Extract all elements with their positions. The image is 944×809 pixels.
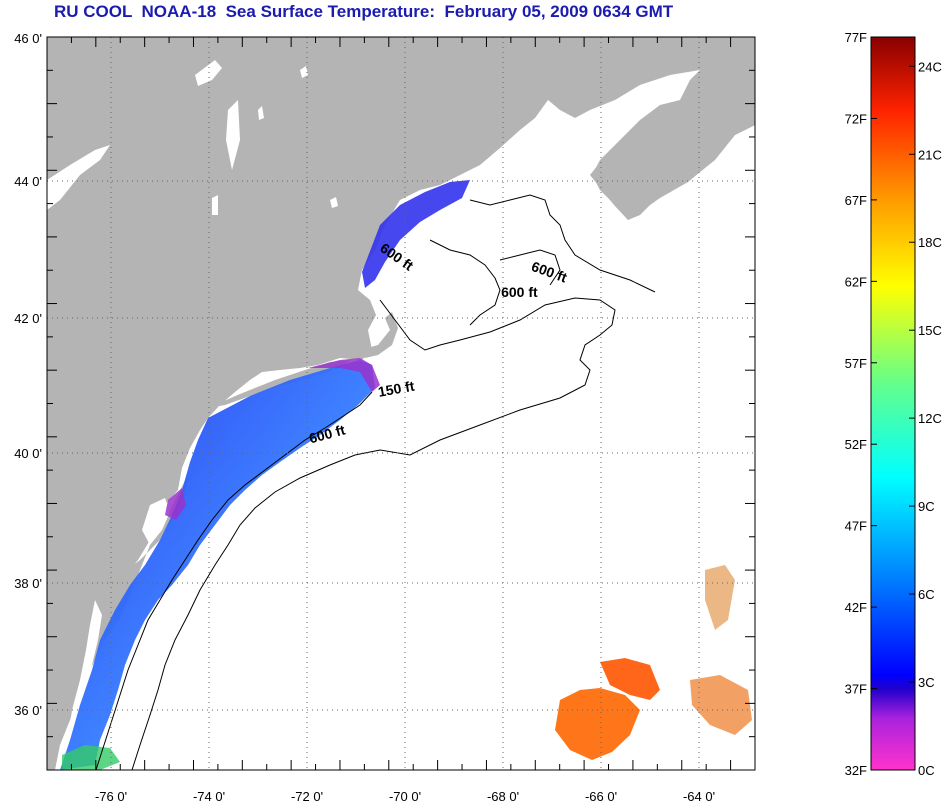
lon-label: -70 0' xyxy=(389,789,421,804)
sst-purple-edge xyxy=(308,358,380,392)
map-title: RU COOL NOAA-18 Sea Surface Temperature:… xyxy=(54,2,674,21)
sst-shelf-water xyxy=(60,360,375,770)
latitude-labels: 46 0' 44 0' 42 0' 40 0' 38 0' 36 0' xyxy=(14,31,42,718)
lat-label: 38 0' xyxy=(14,576,42,591)
colorbar-c-label: 6C xyxy=(918,587,935,602)
colorbar-c-label: 12C xyxy=(918,411,942,426)
colorbar-c-label: 0C xyxy=(918,763,935,778)
colorbar-f-label: 72F xyxy=(845,111,867,126)
colorbar-celsius-labels: 24C 21C 18C 15C 12C 9C 6C 3C 0C xyxy=(918,59,942,778)
lon-label: -68 0' xyxy=(487,789,519,804)
lake-patch xyxy=(226,100,240,170)
colorbar-c-label: 18C xyxy=(918,235,942,250)
colorbar-f-label: 52F xyxy=(845,437,867,452)
land-north-america xyxy=(47,37,755,740)
sst-warm-patch xyxy=(62,745,120,770)
lat-label: 40 0' xyxy=(14,446,42,461)
lon-label: -64 0' xyxy=(683,789,715,804)
colorbar-c-label: 21C xyxy=(918,147,942,162)
lon-label: -66 0' xyxy=(585,789,617,804)
bathymetry-contours xyxy=(95,194,656,770)
colorbar-f-label: 57F xyxy=(845,356,867,371)
colorbar-c-label: 15C xyxy=(918,323,942,338)
colorbar-f-label: 67F xyxy=(845,193,867,208)
lake-patch xyxy=(212,195,218,215)
sst-purple-edge xyxy=(165,488,186,520)
contour-label: 150 ft xyxy=(377,378,416,400)
lake-patch xyxy=(300,66,308,78)
sst-warm-patch xyxy=(690,675,752,735)
lake-patch xyxy=(330,197,338,208)
colorbar-f-label: 77F xyxy=(845,30,867,45)
colorbar-f-label: 47F xyxy=(845,519,867,534)
lake-patch xyxy=(47,145,110,210)
axis-ticks xyxy=(46,36,756,771)
lon-label: -72 0' xyxy=(291,789,323,804)
colorbar-c-label: 3C xyxy=(918,675,935,690)
sst-gulf-of-maine xyxy=(362,180,470,288)
colorbar-f-label: 62F xyxy=(845,274,867,289)
graticule xyxy=(47,37,755,770)
land-long-island xyxy=(208,360,350,408)
colorbar-c-label: 24C xyxy=(918,59,942,74)
lon-label: -76 0' xyxy=(95,789,127,804)
colorbar-f-label: 32F xyxy=(845,763,867,778)
colorbar-f-label: 37F xyxy=(845,682,867,697)
colorbar-f-label: 42F xyxy=(845,600,867,615)
colorbar xyxy=(870,36,916,771)
lat-label: 42 0' xyxy=(14,311,42,326)
lat-label: 44 0' xyxy=(14,174,42,189)
contour-label: 600 ft xyxy=(501,284,538,300)
longitude-labels: -76 0' -74 0' -72 0' -70 0' -68 0' -66 0… xyxy=(95,789,715,804)
colorbar-c-label: 9C xyxy=(918,499,935,514)
lon-label: -74 0' xyxy=(193,789,225,804)
sst-warm-patch xyxy=(705,565,735,630)
land-cape-cod xyxy=(360,312,398,358)
sst-warm-patch xyxy=(600,658,660,700)
sst-warm-patch xyxy=(555,688,640,760)
land-nova-scotia xyxy=(590,70,755,220)
lat-label: 46 0' xyxy=(14,31,42,46)
lake-patch xyxy=(258,106,264,120)
lat-label: 36 0' xyxy=(14,703,42,718)
colorbar-fahrenheit-labels: 77F 72F 67F 62F 57F 52F 47F 42F 37F 32F xyxy=(845,30,867,778)
colorbar-ticks xyxy=(871,36,915,771)
delaware-bay xyxy=(142,498,170,545)
